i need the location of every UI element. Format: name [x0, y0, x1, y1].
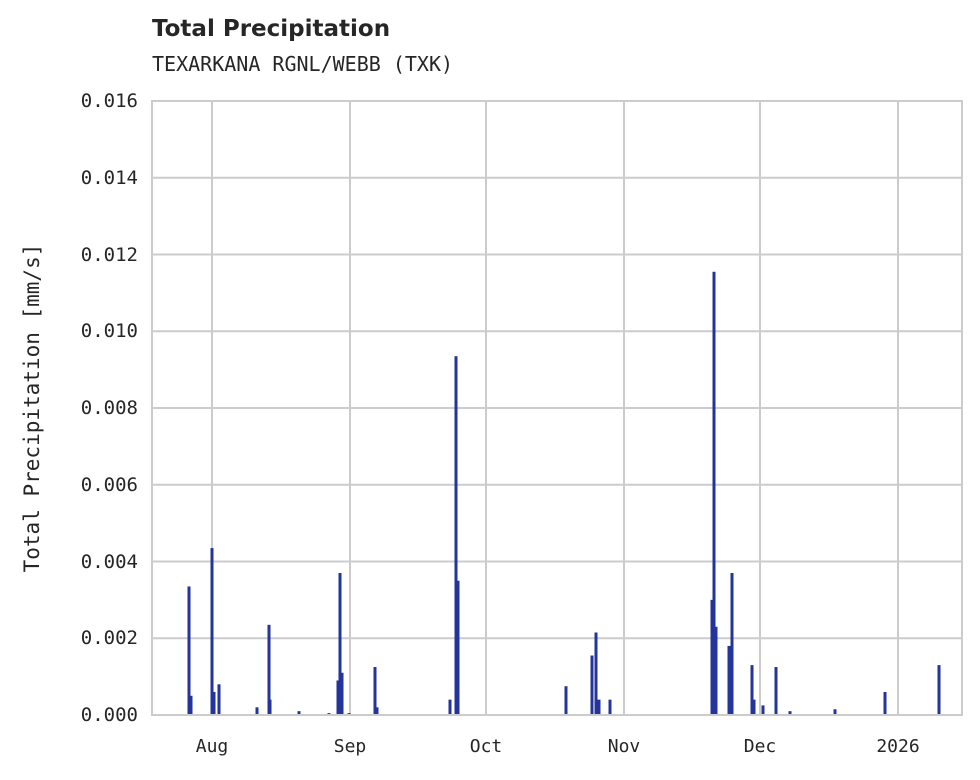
- precip-bar: [297, 711, 301, 715]
- precip-bar: [217, 684, 221, 715]
- y-tick-label: 0.014: [80, 166, 138, 189]
- precip-bar: [730, 573, 734, 715]
- precip-bar: [937, 665, 941, 715]
- gridlines: [152, 100, 962, 716]
- y-tick-label: 0.008: [80, 397, 138, 419]
- precip-bar: [594, 632, 598, 715]
- precip-bar: [774, 667, 778, 715]
- precip-bar: [268, 699, 272, 715]
- precip-bar: [761, 705, 765, 715]
- x-tick-label: Sep: [333, 736, 367, 757]
- precip-bar: [448, 699, 452, 715]
- precip-bar: [883, 691, 887, 715]
- precip-bar: [454, 356, 458, 715]
- y-tick-label: 0.010: [80, 320, 138, 343]
- chart-title: Total Precipitation: [152, 16, 391, 42]
- precipitation-bars: [187, 271, 941, 715]
- precip-bar: [750, 665, 754, 715]
- x-tick-label: 2026: [876, 736, 920, 757]
- x-tick-label: Aug: [195, 736, 229, 757]
- precip-bar: [564, 686, 568, 715]
- precip-bar: [375, 707, 379, 715]
- precip-bar: [727, 645, 731, 715]
- plot-frame: [151, 100, 963, 716]
- x-tick-label: Oct: [469, 736, 503, 757]
- precip-bar: [336, 680, 340, 715]
- y-tick-label: 0.000: [80, 704, 138, 726]
- y-tick-label: 0.004: [80, 550, 138, 573]
- precip-bar: [608, 699, 612, 715]
- precip-bar: [833, 709, 837, 715]
- x-tick-label: Nov: [607, 736, 641, 757]
- precip-bar: [597, 699, 601, 715]
- precip-bar: [788, 711, 792, 715]
- chart-subtitle: TEXARKANA RGNL/WEBB (TXK): [152, 52, 454, 76]
- y-tick-label: 0.006: [80, 473, 138, 496]
- precip-bar: [187, 586, 191, 715]
- x-tick-label: Dec: [743, 736, 777, 757]
- precip-bar: [340, 672, 344, 715]
- precip-bar: [189, 695, 193, 715]
- precip-bar: [712, 271, 716, 715]
- precip-bar: [373, 667, 377, 715]
- precip-bar: [590, 655, 594, 715]
- precip-bar: [338, 573, 342, 715]
- y-tick-label: 0.012: [80, 243, 138, 266]
- y-tick-label: 0.002: [80, 627, 138, 650]
- precip-bar: [210, 548, 214, 715]
- precip-bar: [255, 707, 259, 715]
- y-tick-label: 0.016: [80, 90, 138, 112]
- precip-bar: [267, 624, 271, 715]
- precip-bar: [752, 699, 756, 715]
- precip-bar: [212, 691, 216, 715]
- precip-bar: [714, 626, 718, 715]
- precip-bar: [456, 580, 460, 715]
- precip-bar: [710, 599, 714, 715]
